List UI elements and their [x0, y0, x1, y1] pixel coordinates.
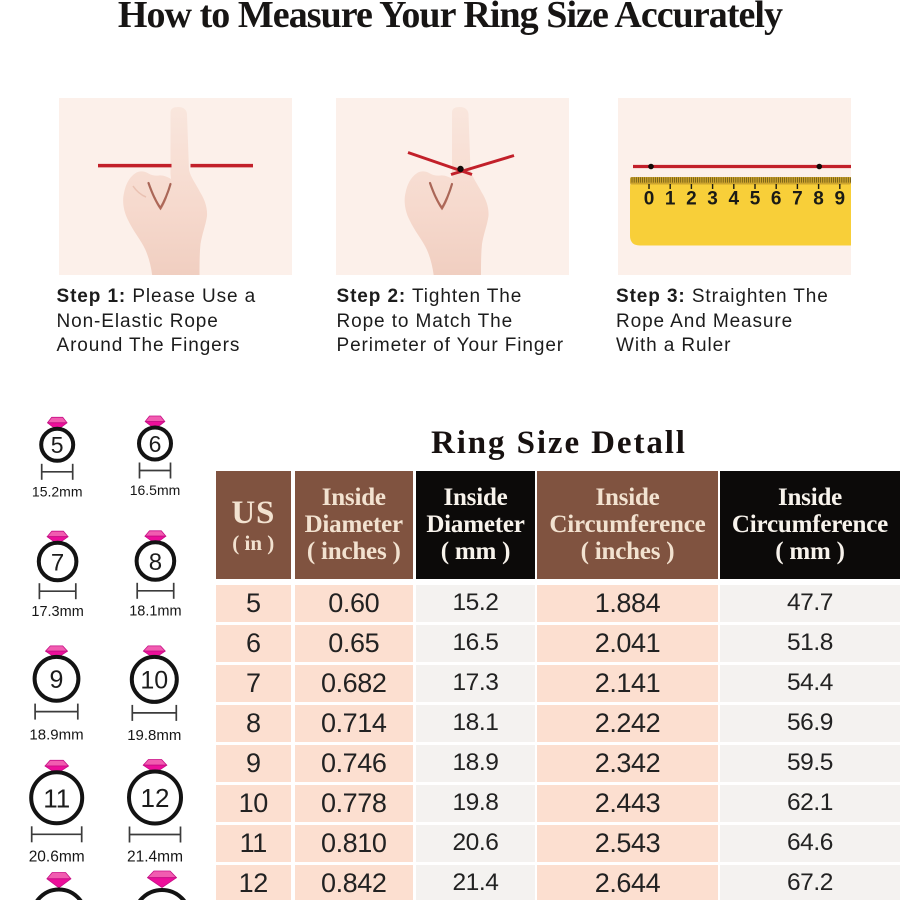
svg-text:10: 10	[140, 667, 168, 695]
svg-text:19.8mm: 19.8mm	[127, 727, 181, 744]
svg-text:11: 11	[43, 783, 70, 813]
svg-text:4: 4	[729, 189, 740, 210]
svg-text:7: 7	[51, 549, 64, 576]
svg-text:9: 9	[835, 189, 846, 210]
svg-text:17.3mm: 17.3mm	[31, 604, 83, 620]
svg-text:5: 5	[750, 189, 761, 210]
svg-text:20.6mm: 20.6mm	[29, 848, 85, 865]
svg-text:3: 3	[707, 189, 718, 210]
svg-text:8: 8	[813, 189, 824, 210]
svg-text:21.4mm: 21.4mm	[127, 849, 183, 866]
svg-text:16.5mm: 16.5mm	[130, 482, 181, 498]
svg-text:2: 2	[686, 189, 697, 210]
svg-text:9: 9	[50, 666, 64, 694]
svg-text:15.2mm: 15.2mm	[32, 483, 83, 499]
svg-text:5: 5	[51, 432, 64, 458]
svg-text:6: 6	[149, 431, 162, 457]
svg-text:18.1mm: 18.1mm	[129, 604, 181, 620]
svg-text:18.9mm: 18.9mm	[29, 726, 83, 743]
svg-text:8: 8	[149, 549, 162, 576]
svg-text:6: 6	[771, 189, 782, 210]
svg-text:12: 12	[141, 783, 170, 813]
svg-text:0: 0	[644, 189, 655, 210]
svg-text:7: 7	[792, 189, 803, 210]
svg-text:1: 1	[665, 189, 676, 210]
